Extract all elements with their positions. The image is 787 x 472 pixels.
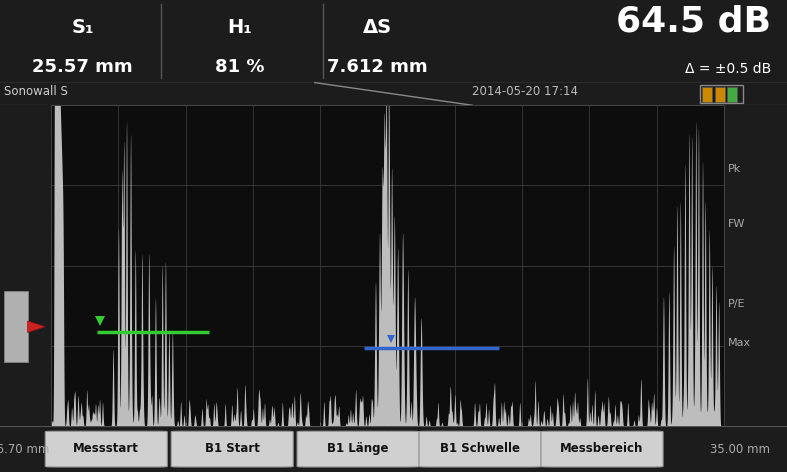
Text: B1 Start: B1 Start: [205, 442, 260, 455]
Text: 2014-05-20 17:14: 2014-05-20 17:14: [472, 85, 578, 98]
FancyBboxPatch shape: [419, 431, 541, 467]
Text: Messstart: Messstart: [73, 442, 139, 455]
Text: Δ = ±0.5 dB: Δ = ±0.5 dB: [685, 62, 771, 76]
Text: 64.5 dB: 64.5 dB: [616, 4, 771, 38]
FancyBboxPatch shape: [727, 87, 737, 102]
Text: 25.57 mm: 25.57 mm: [32, 58, 133, 76]
FancyBboxPatch shape: [541, 431, 663, 467]
FancyBboxPatch shape: [297, 431, 419, 467]
Text: FW: FW: [728, 219, 745, 229]
Text: Messbereich: Messbereich: [560, 442, 644, 455]
Text: Sonowall S: Sonowall S: [4, 85, 68, 98]
FancyBboxPatch shape: [46, 431, 167, 467]
Text: S₁: S₁: [72, 18, 94, 37]
Text: 81 %: 81 %: [216, 58, 264, 76]
Text: 16.70 mm: 16.70 mm: [0, 443, 50, 455]
Text: H₁: H₁: [227, 18, 253, 37]
Text: ΔS: ΔS: [363, 18, 393, 37]
Text: B1 Schwelle: B1 Schwelle: [440, 442, 520, 455]
FancyBboxPatch shape: [715, 87, 725, 102]
Text: Pk: Pk: [728, 164, 741, 175]
FancyBboxPatch shape: [702, 87, 712, 102]
Text: 35.00 mm: 35.00 mm: [710, 443, 770, 455]
Text: B1 Länge: B1 Länge: [327, 442, 389, 455]
Text: 7.612 mm: 7.612 mm: [327, 58, 428, 76]
FancyBboxPatch shape: [172, 431, 293, 467]
Text: P/E: P/E: [728, 299, 745, 309]
Text: Max: Max: [728, 338, 751, 348]
